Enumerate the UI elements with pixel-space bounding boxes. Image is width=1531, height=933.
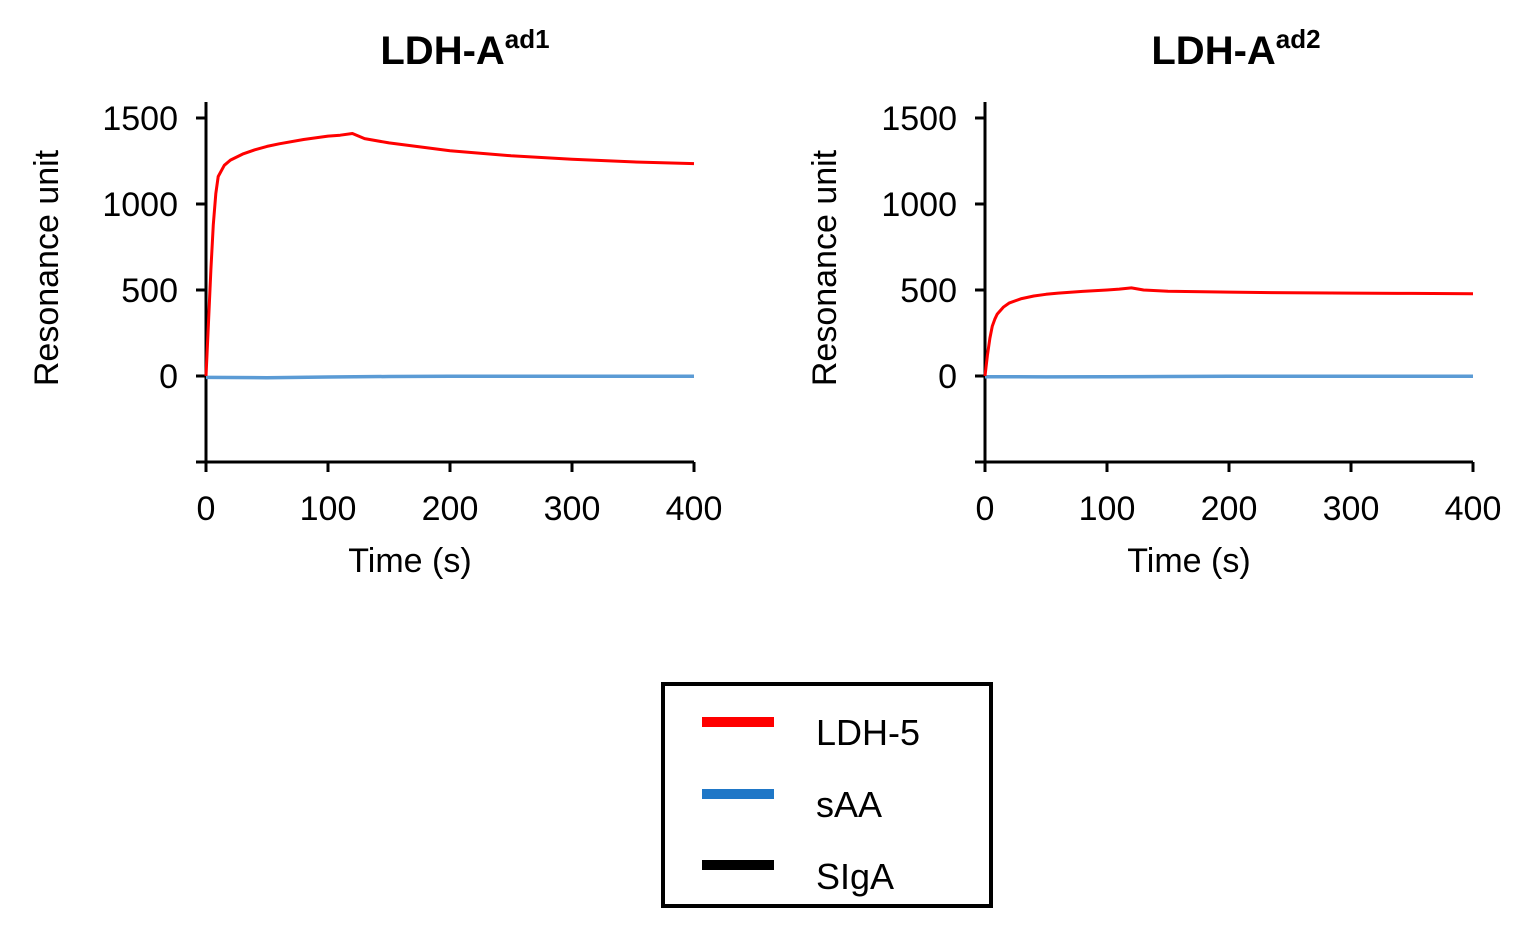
chart-title-superscript: ad2 [1276,24,1321,54]
x-tick-label: 100 [300,490,357,528]
chart-title-main: LDH-A [1151,29,1275,73]
y-tick-label: 0 [938,358,957,396]
chart-title: LDH-Aad1 [380,24,549,73]
y-tick-label: 1000 [881,186,957,224]
x-tick-label: 0 [197,490,216,528]
chart-ldh-a-ad2: LDH-Aad2 0 500 1000 1500 0 100 200 300 400 Time (s… [806,24,1501,580]
x-tick-label: 400 [1445,490,1502,528]
y-tick-label: 500 [900,272,957,310]
x-tick-label: 200 [422,490,479,528]
series-line-saa [205,374,694,380]
x-axis-label: Time (s) [1127,542,1250,580]
x-tick-label: 100 [1079,490,1136,528]
y-tick-label: 1500 [881,100,957,138]
y-tick-label: 1000 [102,186,178,224]
legend-label-saa: sAA [816,784,882,825]
x-tick-label: 200 [1201,490,1258,528]
legend-label-ldh-5: LDH-5 [816,712,920,753]
series-line-ldh-5 [983,286,1474,377]
legend-label-siga: SIgA [816,856,894,897]
x-tick-label: 400 [666,490,723,528]
series-line-ldh-5 [204,132,695,377]
chart-title: LDH-Aad2 [1151,24,1320,73]
chart-title-main: LDH-A [380,29,504,73]
legend: LDH-5 sAA SIgA [661,682,993,908]
y-tick-label: 1500 [102,100,178,138]
x-tick-label: 0 [976,490,995,528]
chart-title-superscript: ad1 [505,24,550,54]
chart-ldh-a-ad1: LDH-Aad1 0 500 1000 1500 0 100 200 300 400 Time (s… [28,24,722,580]
legend-swatch-ldh-5 [702,717,774,727]
legend-swatch-saa [702,789,774,799]
y-axis-label: Resonance unit [806,149,844,386]
y-axis-label: Resonance unit [28,149,66,386]
series-line-saa [984,374,1473,379]
x-tick-label: 300 [1323,490,1380,528]
y-tick-label: 0 [159,358,178,396]
x-tick-label: 300 [544,490,601,528]
legend-swatch-siga [702,860,774,870]
x-axis-label: Time (s) [348,542,471,580]
y-tick-label: 500 [121,272,178,310]
